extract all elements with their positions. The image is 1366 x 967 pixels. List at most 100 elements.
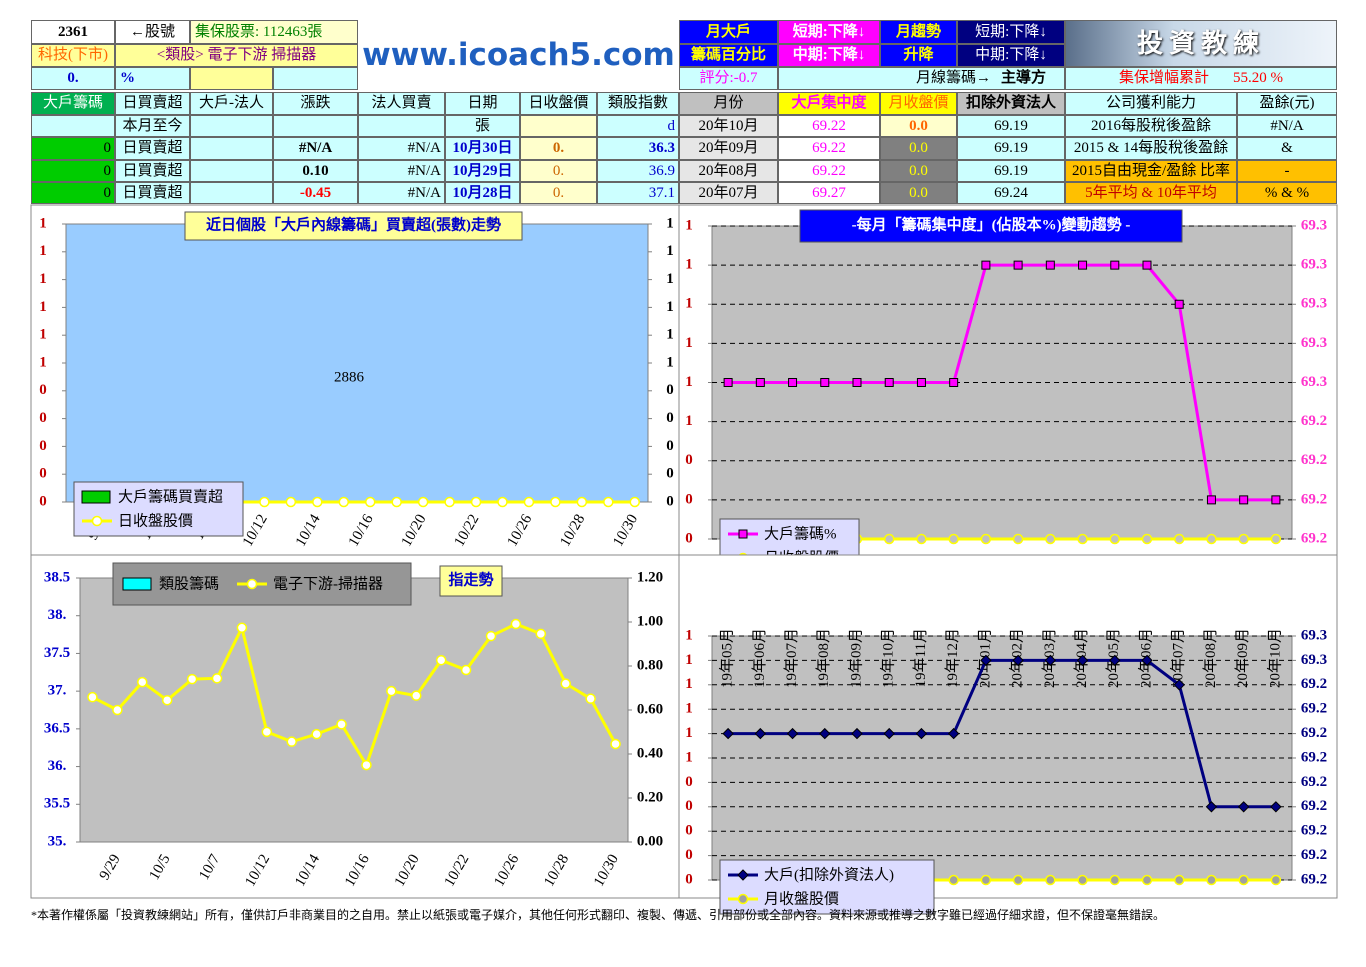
y2-tick-label: 69.2 [1301, 798, 1327, 814]
mid-term: 中期:下降↓ [957, 44, 1065, 67]
y2-tick-label: 1.00 [637, 613, 663, 629]
table-cell: 69.22 [778, 137, 880, 160]
table-cell: 0. [520, 160, 597, 182]
marker [786, 727, 799, 740]
marker [261, 726, 273, 738]
legend-label: 大戶籌碼買賣超 [118, 488, 223, 505]
marker [916, 378, 926, 387]
y2-tick-label: 69.2 [1301, 452, 1327, 468]
table-cell: 36.3 [597, 137, 679, 160]
marker [1141, 874, 1153, 886]
marker [91, 515, 103, 527]
y2-tick-label: 69.3 [1301, 652, 1327, 668]
y-tick-label: 0 [685, 871, 693, 887]
marker [1109, 874, 1121, 886]
marker [1174, 299, 1184, 309]
table-cell: 69.22 [778, 160, 880, 182]
y2-tick-label: 1 [666, 215, 674, 231]
y-tick-label: 36.5 [44, 720, 70, 736]
table-cell [190, 137, 273, 160]
score: 評分:-0.7 [679, 67, 778, 90]
plot-area [65, 223, 649, 503]
table-cell: 0. [520, 182, 597, 204]
marker [1173, 874, 1185, 886]
marker [1239, 495, 1249, 505]
marker [1076, 654, 1089, 667]
y2-tick-label: 1 [666, 243, 674, 259]
legend-label: 大戶籌碼% [764, 525, 837, 542]
legend-label: 日收盤股價 [118, 512, 193, 529]
table-cell: 0 [31, 182, 115, 204]
marker [947, 727, 960, 740]
marker [1109, 533, 1121, 545]
marker [112, 704, 123, 716]
y-tick-label: 0 [39, 382, 47, 398]
marker [788, 378, 798, 387]
y2-tick-label: 69.2 [1301, 491, 1327, 507]
table-cell: 0.10 [273, 160, 358, 182]
table-cell: 2016每股稅後盈餘 [1065, 115, 1237, 137]
marker [211, 673, 223, 684]
x-tick-label: 20年09月 [1234, 628, 1251, 688]
table-cell: - [1237, 160, 1337, 182]
x-tick-label: 19年08月 [815, 628, 832, 688]
growth-cell: 集保增幅累計 55.20 % [1065, 67, 1337, 90]
y2-tick-label: 69.2 [1301, 749, 1327, 765]
y2-tick-label: 0.60 [637, 701, 663, 717]
table-cell [190, 160, 273, 182]
y2-tick-label: 69.2 [1301, 725, 1327, 741]
table-cell: 日買賣超 [115, 137, 190, 160]
brand-logo: 投資教練 [1065, 20, 1337, 67]
legend-label: 電子下游-掃描器 [273, 574, 383, 592]
table-cell: 10月30日 [445, 137, 520, 160]
marker [1206, 533, 1217, 545]
marker [948, 533, 959, 545]
marker [1045, 874, 1056, 886]
y2-tick-label: 69.3 [1301, 257, 1327, 273]
y-tick-label: 38.5 [44, 569, 70, 585]
short-term: 短期:下降↓ [957, 20, 1065, 44]
marker [883, 533, 895, 545]
table-cell: #N/A [273, 137, 358, 160]
marker [1173, 679, 1185, 691]
site-logo: www.icoach5.com [362, 36, 675, 73]
y-tick-label: 1 [685, 335, 693, 351]
table-cell: 2015自由現金/盈餘 比率 [1065, 160, 1237, 182]
table-cell: 37.1 [597, 182, 679, 204]
marker [236, 622, 248, 634]
updown: 升降 [880, 44, 957, 67]
x-tick-label: 19年06月 [751, 628, 768, 688]
table-cell: 0.0 [880, 115, 957, 137]
column-header: 盈餘(元) [1237, 92, 1337, 115]
y2-tick-label: 69.2 [1301, 871, 1327, 887]
marker [1206, 495, 1216, 505]
y-tick-label: 1 [685, 217, 693, 233]
marker [1110, 260, 1120, 270]
y-tick-label: 1 [685, 257, 693, 273]
marker [1077, 874, 1088, 886]
y-tick-label: 0 [685, 774, 693, 790]
marker [883, 727, 895, 740]
column-header: 日收盤價 [520, 92, 597, 115]
marker [1270, 874, 1282, 886]
table-cell: & [1237, 137, 1337, 160]
industry: <類股> 電子下游 掃描器 [115, 44, 358, 67]
marker [510, 618, 522, 630]
y-tick-label: 0 [685, 491, 693, 507]
pct-unit: % [115, 67, 190, 90]
monthly-chip: 月線籌碼→ [915, 70, 991, 86]
table-cell: 2015 & 14每股稅後盈餘 [1065, 137, 1237, 160]
marker [137, 676, 148, 688]
y2-tick-label: 1 [666, 354, 674, 370]
marker [1013, 260, 1023, 270]
leader: 主導方 [1000, 70, 1046, 86]
column-header: 大戶籌碼 [31, 92, 115, 115]
column-header: 大戶集中度 [778, 92, 880, 115]
y2-tick-label: 0 [666, 382, 674, 398]
marker [884, 378, 894, 387]
x-tick-label: 19年07月 [783, 628, 800, 688]
y-tick-label: 1 [685, 296, 693, 312]
chart: 0 0 0 0 0 1 1 1 1 1 1 69.2 69.2 69.2 69.2 69.2 69.2 69.2 6… [678, 554, 1338, 915]
y-tick-label: 0 [685, 823, 693, 839]
